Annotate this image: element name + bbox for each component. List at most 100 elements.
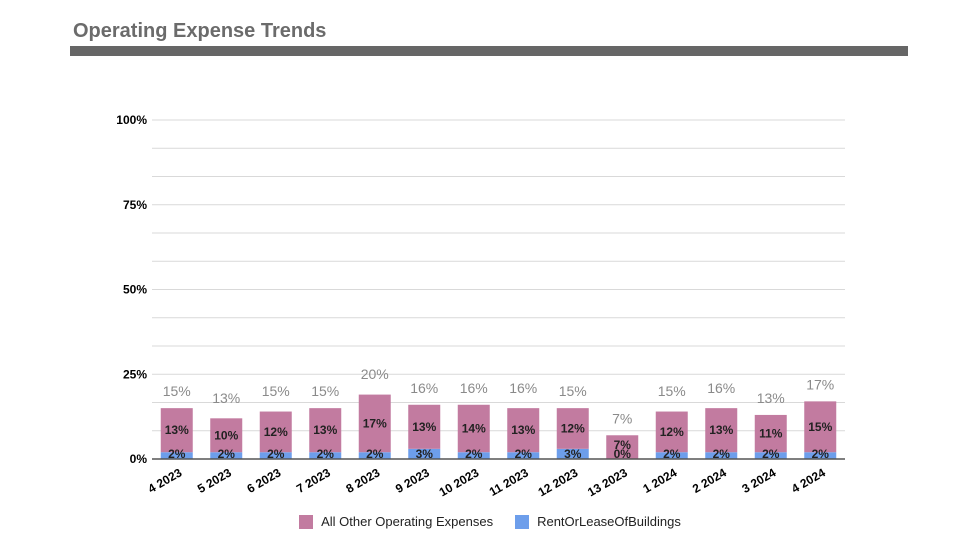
data-label-total: 16% <box>410 380 438 396</box>
y-tick-label: 25% <box>123 367 147 381</box>
data-label-total: 17% <box>806 376 834 392</box>
data-label-other: 13% <box>313 423 337 437</box>
data-label-total: 15% <box>262 383 290 399</box>
bar-rent <box>210 452 243 459</box>
page-title: Operating Expense Trends <box>73 20 327 42</box>
data-label-total: 15% <box>311 383 339 399</box>
bar-rent <box>507 452 540 459</box>
x-tick-label: 8 2023 <box>343 465 382 496</box>
data-label-total: 13% <box>757 390 785 406</box>
bar-rent <box>804 452 837 459</box>
data-label-other: 13% <box>165 423 189 437</box>
data-label-total: 15% <box>163 383 191 399</box>
legend-item-rent: RentOrLeaseOfBuildings <box>515 514 681 529</box>
bar-rent <box>754 452 787 459</box>
data-label-rent: 2% <box>713 447 731 461</box>
title-rule <box>70 46 908 56</box>
bars <box>160 394 837 459</box>
y-tick-label: 0% <box>130 452 148 466</box>
bar-other <box>804 401 837 453</box>
data-label-total: 16% <box>509 380 537 396</box>
bar-rent <box>705 452 738 459</box>
bar-other <box>655 411 688 453</box>
data-label-rent: 3% <box>564 447 582 461</box>
data-label-other: 17% <box>363 416 387 430</box>
x-tick-label: 1 2024 <box>640 465 679 496</box>
x-tick-label: 6 2023 <box>244 465 283 496</box>
x-tick-label: 11 2023 <box>487 465 531 499</box>
x-tick-label: 3 2024 <box>739 465 778 496</box>
bar-rent <box>408 448 441 459</box>
y-tick-label: 50% <box>123 283 147 297</box>
x-tick-label: 2 2024 <box>690 465 729 496</box>
legend-item-other: All Other Operating Expenses <box>299 514 493 529</box>
data-label-rent: 2% <box>663 447 681 461</box>
x-tick-label: 13 2023 <box>585 465 630 499</box>
data-label-rent: 2% <box>218 447 236 461</box>
data-label-total: 7% <box>612 410 632 426</box>
data-label-total: 13% <box>212 390 240 406</box>
bar-rent <box>556 448 589 459</box>
bar-other <box>705 408 738 453</box>
data-label-other: 11% <box>759 427 783 441</box>
bar-other <box>507 408 540 453</box>
legend-swatch-rent <box>515 514 530 529</box>
x-tick-label: 12 2023 <box>536 465 581 499</box>
x-tick-label: 7 2023 <box>294 465 333 496</box>
legend-label-other: All Other Operating Expenses <box>321 514 494 529</box>
bar-rent <box>160 452 193 459</box>
bar-rent <box>358 452 391 459</box>
x-tick-label: 4 2024 <box>789 465 828 496</box>
data-label-total: 16% <box>707 380 735 396</box>
data-label-rent: 2% <box>317 447 335 461</box>
bar-other <box>754 414 787 453</box>
bar-other <box>408 404 441 449</box>
data-label-other: 12% <box>561 421 585 435</box>
data-label-rent: 2% <box>465 447 483 461</box>
bar-rent <box>259 452 292 459</box>
stacked-bar-chart: 13% 2% 15% 10% 2% 13% 12% 2% 15% 13% 2% 15% 17% 2% 20%… <box>116 113 845 499</box>
bar-other <box>160 408 193 453</box>
legend-swatch-other <box>299 514 314 529</box>
data-label-other: 12% <box>660 425 684 439</box>
data-label-total: 15% <box>658 383 686 399</box>
y-tick-label: 75% <box>123 198 147 212</box>
bar-rent <box>309 452 342 459</box>
data-label-other: 10% <box>214 428 238 442</box>
x-tick-label: 4 2023 <box>145 465 184 496</box>
data-label-total: 16% <box>460 380 488 396</box>
bar-other <box>309 408 342 453</box>
data-label-rent: 2% <box>515 447 533 461</box>
gridlines <box>152 119 845 432</box>
bar-other <box>358 394 391 453</box>
x-tick-label: 10 2023 <box>437 465 482 499</box>
data-label-other: 13% <box>412 420 436 434</box>
data-labels: 13% 2% 15% 10% 2% 13% 12% 2% 15% 13% 2% 15% 17% 2% 20%… <box>163 366 835 461</box>
bar-other <box>259 411 292 453</box>
data-label-other: 13% <box>709 423 733 437</box>
bar-rent <box>655 452 688 459</box>
data-label-other: 13% <box>511 423 535 437</box>
data-label-rent: 2% <box>267 447 285 461</box>
data-label-other: 15% <box>808 420 832 434</box>
bar-other <box>556 408 589 449</box>
data-label-other: 12% <box>264 425 288 439</box>
data-label-total: 20% <box>361 366 389 382</box>
data-label-rent: 2% <box>366 447 384 461</box>
data-label-other: 7% <box>614 438 632 452</box>
data-label-rent: 2% <box>168 447 186 461</box>
data-label-total: 15% <box>559 383 587 399</box>
data-label-rent: 0% <box>614 447 632 461</box>
data-label-rent: 2% <box>762 447 780 461</box>
legend-label-rent: RentOrLeaseOfBuildings <box>537 514 681 529</box>
bar-other <box>210 418 243 453</box>
legend: All Other Operating Expenses RentOrLease… <box>0 514 980 529</box>
y-tick-label: 100% <box>116 113 147 127</box>
bar-rent <box>457 452 490 459</box>
x-tick-label: 9 2023 <box>393 465 432 496</box>
bar-other <box>457 404 490 453</box>
data-label-other: 14% <box>462 421 486 435</box>
bar-other <box>606 435 639 459</box>
data-label-rent: 3% <box>416 447 434 461</box>
x-tick-label: 5 2023 <box>195 465 234 496</box>
